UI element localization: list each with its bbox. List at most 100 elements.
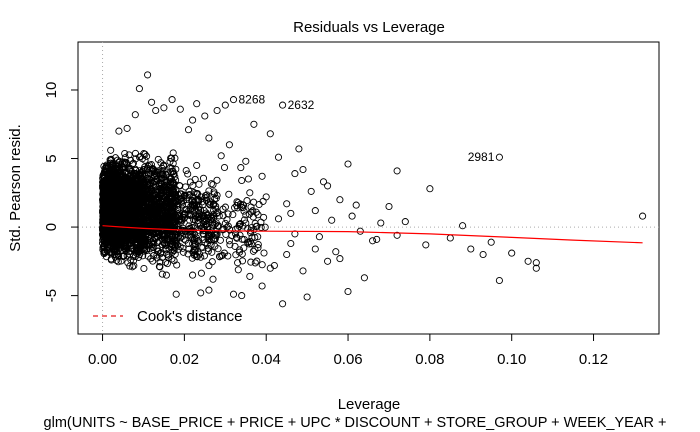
data-point [151, 191, 159, 199]
data-point [127, 156, 135, 164]
data-point [134, 244, 142, 252]
data-point [125, 195, 133, 203]
data-point [129, 197, 137, 205]
data-point [242, 211, 250, 219]
data-point [259, 197, 267, 205]
data-point [214, 245, 222, 253]
data-point [148, 165, 156, 173]
y-tick-label: 0 [43, 223, 60, 231]
data-point [324, 182, 332, 190]
data-point [508, 249, 516, 257]
legend: Cook's distance [93, 308, 242, 325]
data-point [205, 134, 213, 142]
data-point [495, 276, 503, 285]
data-point [100, 191, 108, 199]
data-point [143, 174, 151, 182]
data-point [144, 71, 152, 79]
data-point [257, 218, 265, 226]
y-tick-label: 10 [43, 82, 60, 99]
data-point [188, 200, 196, 208]
data-point [142, 237, 150, 245]
data-point [176, 243, 184, 251]
data-point [156, 263, 164, 271]
data-point [311, 245, 319, 253]
data-point [144, 252, 152, 260]
data-point [155, 237, 163, 245]
data-point [348, 212, 356, 220]
data-point [163, 260, 171, 268]
data-point [99, 230, 107, 238]
data-point [217, 252, 225, 260]
data-point [243, 197, 251, 205]
data-point [158, 215, 166, 223]
data-point [247, 258, 255, 266]
data-point [246, 189, 254, 197]
data-point [295, 145, 303, 153]
data-point [179, 248, 187, 256]
data-point [131, 111, 139, 119]
data-point [205, 262, 213, 270]
data-point [186, 178, 194, 186]
data-point [131, 206, 139, 214]
data-point [291, 170, 299, 178]
data-point [160, 211, 168, 219]
data-point [147, 174, 155, 182]
data-point [151, 211, 159, 219]
labeled-data-point [495, 153, 503, 161]
data-point [153, 238, 161, 246]
data-point [201, 239, 209, 247]
data-point [99, 226, 107, 235]
data-point [315, 233, 323, 241]
data-point [117, 208, 125, 216]
data-point [303, 293, 311, 301]
data-point [184, 239, 193, 248]
data-point [234, 204, 242, 212]
legend-cooks-distance-label: Cook's distance [137, 308, 242, 325]
data-point [99, 180, 107, 188]
data-point [195, 210, 203, 218]
data-point [127, 189, 135, 197]
data-point [164, 251, 172, 259]
data-point [172, 290, 180, 298]
data-point [166, 186, 174, 194]
data-point [215, 212, 223, 220]
x-tick-label: 0.02 [170, 351, 199, 368]
data-point [246, 272, 254, 280]
data-point [186, 211, 194, 219]
data-point [234, 266, 242, 274]
data-point [167, 154, 175, 162]
data-point [168, 96, 176, 104]
data-point [159, 171, 167, 179]
data-point [112, 256, 121, 264]
data-point [258, 282, 266, 290]
data-point [171, 250, 179, 258]
data-point [261, 223, 269, 231]
data-point [207, 241, 215, 249]
data-point [125, 165, 134, 174]
data-point [189, 181, 197, 190]
data-point [207, 180, 215, 188]
data-point [182, 166, 190, 175]
data-point [114, 258, 122, 266]
point-label: 8268 [239, 93, 266, 107]
data-point [210, 206, 218, 215]
data-point [245, 240, 253, 248]
data-point [204, 247, 212, 255]
data-point [130, 251, 138, 259]
data-point [221, 203, 229, 211]
data-point [191, 211, 199, 220]
data-point [307, 187, 315, 195]
data-point [250, 198, 258, 206]
data-point [112, 208, 120, 216]
data-point [203, 216, 211, 224]
data-point [158, 180, 166, 188]
data-point [191, 246, 199, 254]
data-point [127, 186, 135, 194]
data-point [197, 289, 205, 297]
data-point [116, 165, 124, 173]
data-point [206, 201, 214, 209]
data-point [188, 198, 196, 206]
data-point [166, 231, 174, 239]
data-point [193, 161, 201, 169]
model-formula-subtitle: glm(UNITS ~ BASE_PRICE + PRICE + UPC * D… [44, 415, 667, 431]
